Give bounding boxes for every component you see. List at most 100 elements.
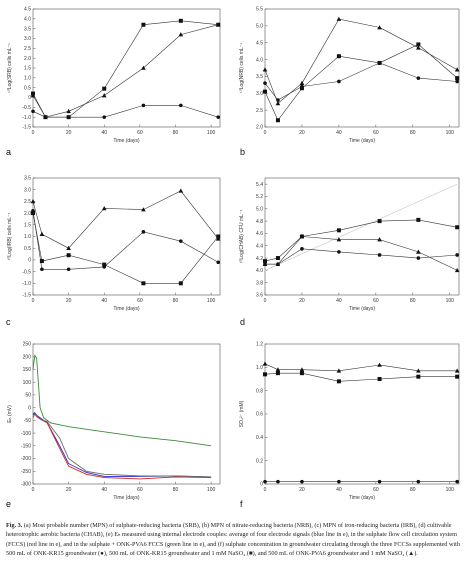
x-tick-label: 40 [101,298,107,304]
data-point-circle [102,115,107,119]
plot-frame [32,8,221,128]
y-tick-label: 1.5 [24,66,31,72]
panel-label: f [240,499,243,509]
data-point-circle [300,247,304,251]
y-tick-label: 0.2 [256,458,263,464]
y-tick-label: 3.6 [256,293,263,299]
data-point-circle [337,79,341,84]
data-point-square [377,60,382,65]
series-line-color-1 [32,411,212,478]
data-point-triangle [275,261,281,267]
data-point-square [275,371,280,376]
y-tick-label: -100 [21,431,31,437]
data-point-circle [455,79,459,84]
x-tick-label: 0 [264,130,267,136]
data-point-square [39,259,44,264]
data-point-triangle [178,188,184,193]
y-axis-label: ¹⁰Log(SRB) cells mL⁻¹ [7,43,13,93]
plot-frame [264,343,460,485]
data-point-square [178,18,183,23]
data-point-triangle [377,237,382,242]
x-tick-label: 20 [299,487,305,493]
data-point-triangle [101,93,107,98]
plot-frame [32,177,221,296]
x-tick-label: 80 [173,298,179,304]
data-point-circle [263,81,267,85]
figure-caption: Fig. 3. (a) Most probable number (MPN) o… [6,521,466,559]
panel-label: d [240,317,245,327]
y-tick-label: 0.4 [256,435,263,441]
panel-label: c [6,317,11,327]
y-tick-label: 5.0 [256,24,263,30]
y-tick-label: 2.0 [24,211,31,217]
data-point-triangle [215,22,221,27]
x-axis-label: Time (days) [349,306,376,312]
data-point-circle [179,239,183,243]
y-tick-label: 5.4 [256,182,263,188]
data-point-square [299,86,304,91]
panel-label: a [6,147,11,157]
chart-panel-c: 0 20 40 60 80 100 -1.5 -1.0 -0.5 0 0.5 1.0 1.5 2.0 2.5… [6,176,221,327]
y-axis-label: Eₕ (mV) [7,405,13,423]
chart-panel-e: 0 20 40 60 80 100 -300 -250 -200 -150 -100 -50 0 50 10… [6,342,221,509]
data-point-circle [416,256,421,260]
x-tick-label: 100 [446,298,455,304]
y-tick-label: 3.0 [256,91,263,97]
data-point-triangle [275,101,281,106]
data-point-square [455,225,460,230]
y-tick-label: -0.5 [22,269,31,275]
y-axis-label: SO₄²⁻ (mM) [239,400,245,427]
data-point-triangle [30,199,36,204]
data-point-square [66,253,71,258]
data-point-square [416,217,421,222]
data-point-triangle [39,231,45,236]
x-tick-label: 40 [101,487,107,493]
data-point-circle [337,479,341,484]
y-tick-label: 0 [260,482,263,488]
x-tick-label: 0 [264,298,267,304]
y-tick-label: -1.5 [22,125,31,131]
y-tick-label: 4.5 [24,7,31,13]
series-line-circle [264,62,458,101]
data-point-square [416,374,421,379]
data-point-square [275,256,280,261]
y-tick-label: 50 [25,393,31,399]
data-point-triangle [262,361,268,366]
y-tick-label: 3.5 [256,74,263,80]
data-point-triangle [30,93,36,98]
data-point-square [455,76,460,81]
y-tick-label: 150 [23,367,32,373]
data-point-square [102,262,107,267]
data-point-triangle [377,25,382,30]
x-tick-label: 100 [207,298,216,304]
x-tick-label: 60 [137,130,143,136]
panel-label: e [6,499,11,509]
data-point-circle [276,479,280,484]
series-line-color-3 [32,413,212,478]
x-tick-label: 100 [207,130,216,136]
data-point-circle [337,250,341,254]
caption-figure-number: Fig. 3. [6,522,23,529]
data-point-triangle [262,67,268,72]
data-point-triangle [275,367,281,372]
x-tick-label: 0 [32,487,35,493]
y-tick-label: 100 [23,380,32,386]
y-tick-label: 3.0 [24,187,31,193]
y-tick-label: 4.6 [256,231,263,237]
series-line-square [264,372,458,382]
data-point-circle [300,479,304,484]
caption-text: (a) Most probable number (MPN) of sulpha… [6,522,460,558]
data-point-circle [216,260,221,265]
data-point-triangle [141,65,146,70]
y-tick-label: 1.0 [256,365,263,371]
x-tick-label: 60 [137,298,143,304]
x-tick-label: 60 [373,298,379,304]
data-point-square [377,377,382,381]
y-tick-label: 2.5 [24,199,31,205]
x-tick-label: 40 [336,298,342,304]
data-point-circle [66,267,71,272]
data-point-triangle [454,67,460,72]
x-axis-label: Time (days) [113,495,140,501]
y-tick-label: 0 [28,258,31,264]
